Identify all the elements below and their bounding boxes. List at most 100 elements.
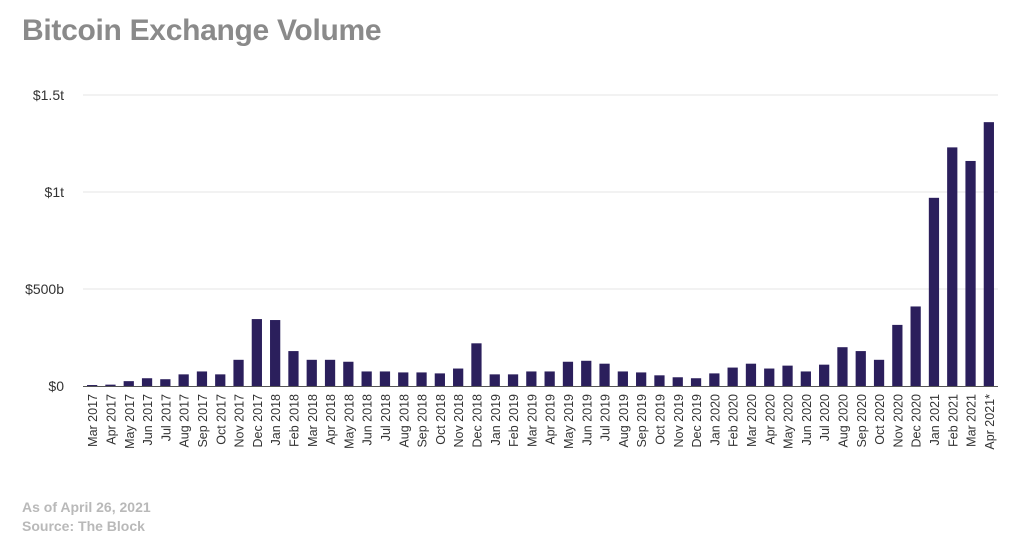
x-tick-label: Jun 2020 [800, 394, 814, 445]
bar [416, 372, 427, 386]
x-tick-label: Apr 2020 [763, 394, 777, 445]
x-tick-label: Jul 2017 [159, 394, 173, 441]
x-tick-label: Oct 2020 [873, 394, 887, 445]
bar [196, 371, 208, 386]
bar [215, 374, 226, 386]
x-tick-label: Apr 2018 [324, 394, 338, 445]
y-tick-label: $1.5t [33, 87, 64, 103]
x-tick-label: Aug 2017 [178, 394, 192, 448]
x-tick-label: Jan 2021 [928, 394, 942, 445]
x-tick-label: May 2020 [782, 394, 796, 449]
bar [324, 359, 336, 386]
bar [544, 371, 555, 386]
x-tick-label: Nov 2018 [452, 394, 466, 448]
x-tick-label: Jun 2018 [361, 394, 375, 445]
x-tick-label: Oct 2019 [653, 394, 667, 445]
x-tick-label: Jul 2018 [379, 394, 393, 441]
x-tick-label: May 2017 [123, 394, 137, 449]
x-tick-label: Dec 2019 [690, 394, 704, 448]
source-note: Source: The Block [22, 518, 145, 534]
x-tick-label: Jan 2018 [269, 394, 283, 445]
bar [727, 367, 738, 386]
x-tick-label: Aug 2019 [617, 394, 631, 448]
bar [306, 359, 317, 386]
x-tick-label: Sep 2020 [855, 394, 869, 448]
bar [581, 360, 592, 386]
x-axis: Mar 2017 Apr 2017 May 2017 Jun 2017 Jul 2017… [83, 386, 998, 450]
x-tick-label: Mar 2018 [306, 394, 320, 447]
y-axis: $0 $500b $1t $1.5t [25, 87, 64, 394]
bar [288, 351, 299, 386]
bar [562, 361, 574, 386]
bar [361, 371, 372, 386]
as-of-note: As of April 26, 2021 [22, 499, 151, 515]
x-tick-label: Sep 2018 [416, 394, 430, 448]
x-tick-label: Mar 2017 [86, 394, 100, 447]
x-tick-label: Apr 2017 [104, 394, 118, 445]
bar [141, 378, 153, 386]
x-tick-label: Jul 2019 [599, 394, 613, 441]
x-tick-label: Jun 2019 [580, 394, 594, 445]
bar [160, 379, 171, 386]
bar [599, 363, 610, 386]
bar [379, 371, 391, 386]
x-tick-label: Aug 2020 [836, 394, 850, 448]
bar [709, 373, 720, 386]
bar [507, 374, 519, 386]
bar [965, 160, 976, 386]
bar [489, 374, 500, 386]
x-tick-label: Mar 2021 [965, 394, 979, 447]
bar [837, 347, 848, 386]
bar [983, 122, 994, 386]
bar [471, 343, 482, 386]
bar [526, 371, 537, 386]
x-tick-label: Feb 2020 [727, 394, 741, 447]
bar [745, 363, 757, 386]
x-tick-label: Jan 2019 [489, 394, 503, 445]
x-tick-label: Oct 2018 [434, 394, 448, 445]
bar [855, 351, 866, 386]
x-tick-label: Apr 2019 [544, 394, 558, 445]
x-tick-label: May 2019 [562, 394, 576, 449]
bar [654, 375, 665, 386]
gridlines [83, 94, 998, 290]
bar [873, 359, 885, 386]
x-tick-label: Feb 2019 [507, 394, 521, 447]
y-tick-label: $0 [48, 378, 64, 394]
bar [892, 324, 903, 386]
bar [672, 377, 683, 386]
y-tick-label: $500b [25, 281, 64, 297]
x-tick-label: Aug 2018 [397, 394, 411, 448]
bar [233, 359, 244, 386]
x-tick-label: Feb 2018 [287, 394, 301, 447]
bar [87, 385, 98, 386]
x-tick-label: Mar 2020 [745, 394, 759, 447]
bar [453, 368, 464, 386]
bar [690, 378, 702, 386]
bar [123, 381, 134, 386]
bar [910, 306, 921, 386]
bar [617, 371, 628, 386]
bar [928, 197, 940, 386]
x-tick-label: Dec 2020 [910, 394, 924, 448]
x-tick-label: Nov 2020 [891, 394, 905, 448]
bar [105, 384, 116, 386]
bar [251, 319, 262, 386]
bar [764, 368, 775, 386]
x-tick-label: Dec 2017 [251, 394, 265, 448]
x-tick-label: Jul 2020 [818, 394, 832, 441]
x-tick-label: May 2018 [342, 394, 356, 449]
bar [398, 372, 409, 386]
x-tick-label: Dec 2018 [470, 394, 484, 448]
x-tick-label: Sep 2019 [635, 394, 649, 448]
x-tick-label: Oct 2017 [214, 394, 228, 445]
bar [636, 372, 647, 386]
x-tick-label: Jan 2020 [708, 394, 722, 445]
bar [947, 147, 958, 386]
bar [178, 374, 189, 386]
bar [343, 361, 354, 386]
bar [819, 364, 830, 386]
x-tick-label: Jun 2017 [141, 394, 155, 445]
bar [434, 373, 445, 386]
